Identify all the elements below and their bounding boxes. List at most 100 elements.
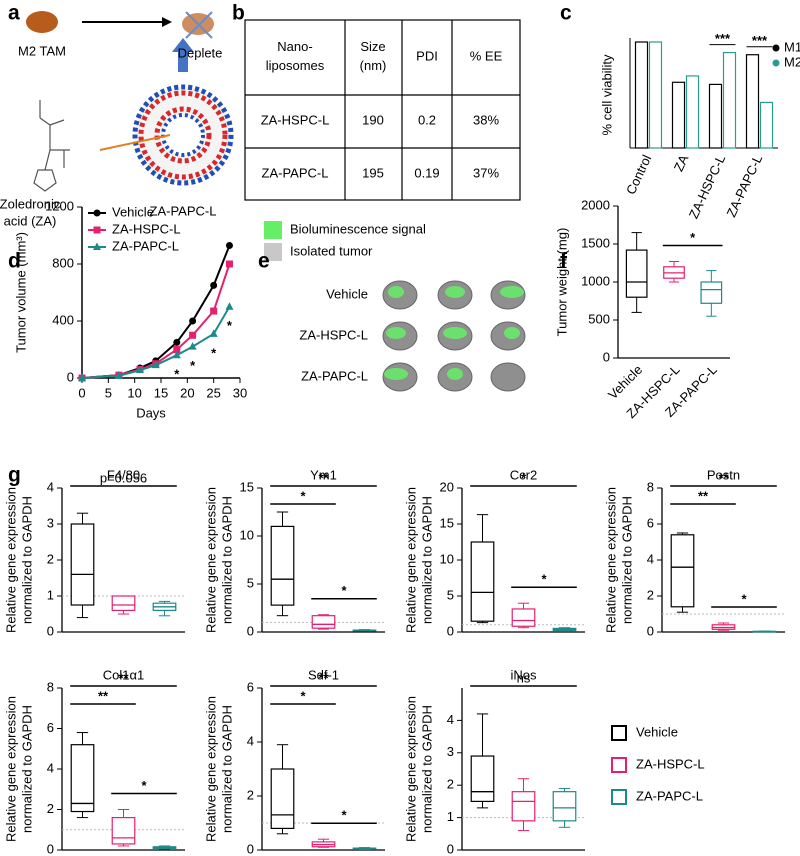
legend-label: M1 bbox=[784, 39, 800, 54]
annotation: * bbox=[521, 470, 527, 485]
marker bbox=[225, 260, 233, 268]
box bbox=[270, 768, 295, 830]
tumor bbox=[490, 362, 526, 392]
x-tick-label: 30 bbox=[233, 385, 247, 400]
liposome-label: ZA-PAPC-L bbox=[150, 203, 217, 218]
signal bbox=[500, 286, 524, 298]
legend-swatch bbox=[264, 221, 282, 239]
y-label: Relative gene expression bbox=[203, 487, 218, 633]
y-label: Relative gene expression bbox=[603, 487, 618, 633]
box bbox=[111, 595, 136, 611]
y-label: Tumor volume (mm³) bbox=[13, 232, 28, 353]
table-cell: 0.2 bbox=[418, 112, 436, 127]
diagram-a: M2 TAM Deplete Zoledronic acid (ZA) ZA-P… bbox=[0, 11, 234, 228]
y-tick-label: 2 bbox=[247, 787, 254, 802]
signal bbox=[443, 327, 467, 339]
x-tick-label: 15 bbox=[154, 385, 168, 400]
box bbox=[670, 534, 695, 608]
annotation: * bbox=[211, 345, 217, 360]
table-header: Size bbox=[360, 39, 385, 54]
cell-label: M2 TAM bbox=[18, 43, 66, 58]
box bbox=[70, 523, 95, 606]
table-header: (nm) bbox=[360, 58, 387, 73]
x-tick-label: ZA-HSPC-L bbox=[686, 152, 729, 221]
y-label: normalized to GAPDH bbox=[19, 496, 34, 624]
y-tick-label: 500 bbox=[588, 311, 610, 326]
row-label: Vehicle bbox=[326, 286, 368, 301]
y-label: normalized to GAPDH bbox=[419, 705, 434, 833]
box bbox=[511, 608, 536, 627]
annotation: * bbox=[300, 488, 306, 503]
y-tick-label: 8 bbox=[647, 479, 654, 494]
marker bbox=[173, 346, 181, 353]
annotation: *** bbox=[715, 31, 731, 46]
legend-label: ZA-HSPC-L bbox=[112, 221, 181, 236]
signal bbox=[445, 286, 465, 298]
y-tick-label: 3 bbox=[47, 515, 54, 530]
marker bbox=[114, 371, 123, 379]
y-tick-label: 3 bbox=[447, 744, 454, 759]
y-label: Relative gene expression bbox=[403, 487, 418, 633]
arrow bbox=[178, 48, 188, 72]
cross bbox=[185, 11, 213, 39]
bar bbox=[759, 101, 774, 149]
signal bbox=[384, 368, 408, 380]
arrow-head bbox=[162, 17, 172, 27]
y-tick-label: 0 bbox=[247, 623, 254, 638]
marker bbox=[210, 281, 218, 289]
y-tick-label: 6 bbox=[47, 720, 54, 735]
y-tick-label: 400 bbox=[52, 312, 74, 327]
table-header: Nano- bbox=[277, 39, 312, 54]
y-label: normalized to GAPDH bbox=[219, 496, 234, 624]
y-tick-label: 1200 bbox=[45, 198, 74, 213]
marker bbox=[189, 317, 197, 325]
annotation: * bbox=[541, 572, 547, 587]
annotation: ** bbox=[318, 470, 329, 485]
marker bbox=[173, 338, 181, 346]
marker bbox=[189, 331, 197, 339]
annotation: *** bbox=[752, 33, 768, 48]
y-tick-label: 2000 bbox=[581, 197, 610, 212]
marker bbox=[93, 226, 101, 234]
y-tick-label: 8 bbox=[47, 679, 54, 694]
panel-label: g bbox=[8, 464, 21, 487]
y-tick-label: 2 bbox=[47, 551, 54, 566]
box bbox=[111, 816, 136, 845]
panel-label: c bbox=[560, 2, 572, 25]
signal bbox=[386, 327, 406, 339]
y-tick-label: 0 bbox=[647, 623, 654, 638]
y-tick-label: 5 bbox=[447, 587, 454, 602]
x-tick-label: 5 bbox=[105, 385, 112, 400]
legend-label: Vehicle bbox=[112, 204, 154, 219]
box bbox=[511, 791, 536, 822]
chart-title: iNos bbox=[510, 667, 537, 682]
x-tick-label: 25 bbox=[206, 385, 220, 400]
y-label: Relative gene expression bbox=[3, 487, 18, 633]
legend-swatch bbox=[611, 789, 627, 805]
liposome-outer bbox=[138, 90, 228, 180]
x-label: Days bbox=[136, 405, 166, 420]
legend-label: ZA-PAPC-L bbox=[112, 238, 179, 253]
bar bbox=[634, 41, 649, 149]
table-cell: 37% bbox=[473, 165, 499, 180]
table-cell: 195 bbox=[362, 165, 384, 180]
table-cell: ZA-PAPC-L bbox=[262, 165, 329, 180]
bar bbox=[745, 54, 760, 149]
signal bbox=[504, 327, 520, 339]
panel-label: d bbox=[8, 250, 21, 273]
y-tick-label: 0 bbox=[447, 841, 454, 856]
annotation: ns bbox=[517, 670, 531, 685]
bar bbox=[671, 81, 686, 149]
legend-swatch bbox=[264, 243, 282, 261]
y-tick-label: 15 bbox=[240, 479, 254, 494]
y-label: normalized to GAPDH bbox=[19, 705, 34, 833]
y-tick-label: 2 bbox=[47, 801, 54, 816]
box bbox=[470, 541, 495, 622]
panel-label: b bbox=[232, 2, 245, 25]
y-tick-label: 0 bbox=[247, 841, 254, 856]
y-tick-label: 0 bbox=[47, 841, 54, 856]
y-tick-label: 5 bbox=[247, 575, 254, 590]
table-cell: 190 bbox=[362, 112, 384, 127]
arrow-head bbox=[172, 38, 194, 52]
